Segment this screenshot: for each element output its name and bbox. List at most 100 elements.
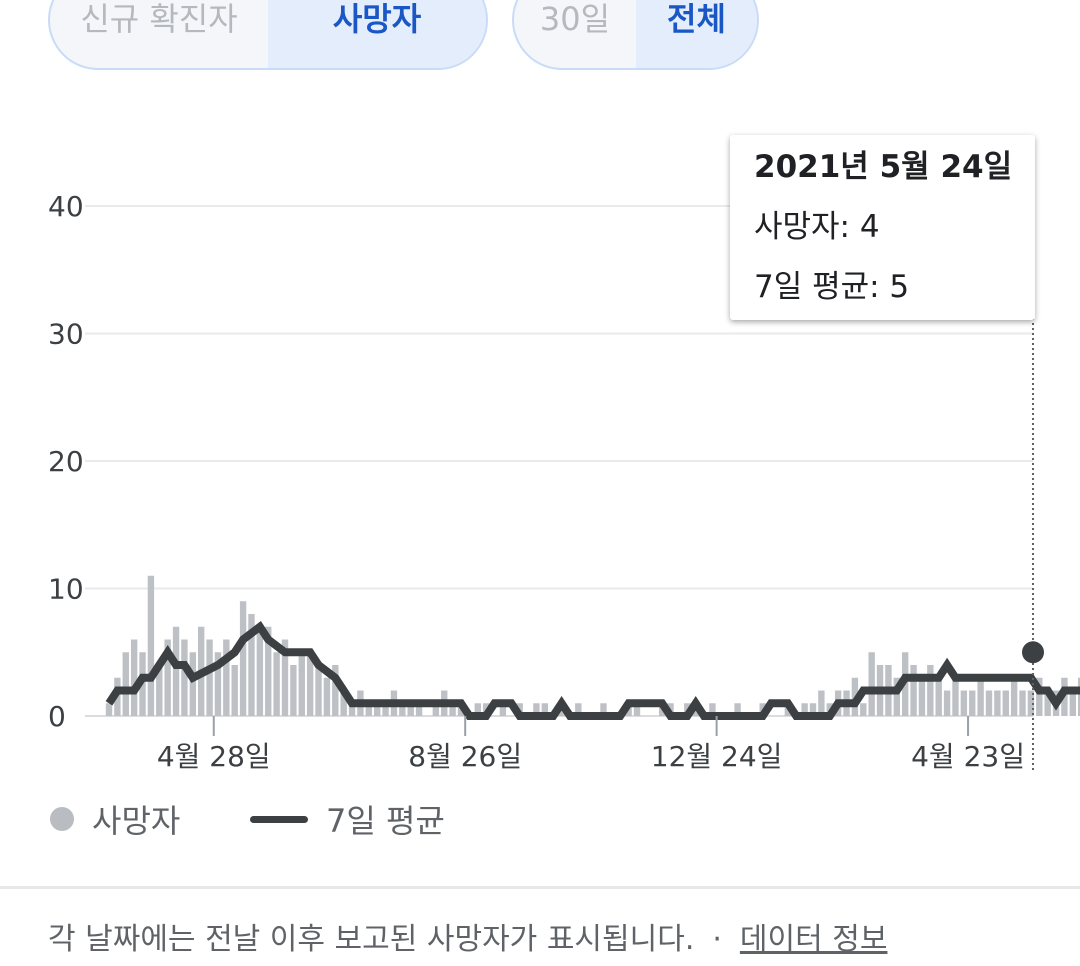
range-30-days-option[interactable]: 30일 xyxy=(539,0,611,38)
legend-deaths-label: 사망자 xyxy=(92,802,181,840)
range-all-option[interactable]: 전체 xyxy=(636,0,757,68)
bar xyxy=(323,677,331,716)
new-cases-option[interactable]: 신규 확진자 xyxy=(80,0,238,38)
bar xyxy=(1078,677,1080,716)
bar xyxy=(432,703,440,716)
bar xyxy=(1044,690,1051,716)
bar xyxy=(952,677,959,716)
bar xyxy=(306,652,314,716)
y-tick-label: 40 xyxy=(48,190,84,223)
bar xyxy=(332,665,339,716)
bar xyxy=(1027,690,1035,716)
y-tick-label: 0 xyxy=(48,700,66,733)
x-axis: 4월 28일 8월 26일 12월 24일 4월 23일 xyxy=(157,716,1025,773)
bar xyxy=(541,703,548,716)
bar xyxy=(189,652,196,716)
tooltip-deaths: 사망자: 4 xyxy=(754,209,880,245)
y-tick-label: 20 xyxy=(48,445,84,478)
bar xyxy=(164,639,171,716)
bar xyxy=(399,703,406,716)
bar xyxy=(734,703,741,716)
bar xyxy=(156,665,163,716)
bar xyxy=(1002,690,1009,716)
y-tick-label: 30 xyxy=(48,318,84,351)
bar xyxy=(918,677,926,716)
bar xyxy=(1036,677,1043,716)
bar xyxy=(348,703,356,716)
legend-average-label: 7일 평균 xyxy=(326,802,445,840)
bar xyxy=(985,690,993,716)
avg-series-line xyxy=(105,621,1080,720)
bar xyxy=(1069,690,1076,716)
bar xyxy=(415,703,423,716)
bar xyxy=(273,652,280,716)
bar xyxy=(474,703,481,716)
bar xyxy=(130,639,138,716)
data-info-link[interactable]: 데이터 정보 xyxy=(739,922,888,957)
bar xyxy=(147,575,155,716)
bar xyxy=(365,703,372,716)
legend-dot-icon xyxy=(50,807,74,831)
bar xyxy=(633,703,641,716)
bar xyxy=(105,703,113,716)
bar xyxy=(181,639,188,716)
bar xyxy=(206,639,213,716)
bar xyxy=(172,626,180,716)
x-tick-label: 12월 24일 xyxy=(651,740,783,773)
bar xyxy=(407,703,414,716)
bar xyxy=(801,703,808,716)
bar xyxy=(600,703,607,716)
bar xyxy=(709,703,716,716)
bar xyxy=(248,614,255,716)
bar xyxy=(893,677,900,716)
bar xyxy=(1010,677,1018,716)
bar xyxy=(818,690,825,716)
bar xyxy=(977,677,984,716)
x-tick-label: 8월 26일 xyxy=(408,740,522,773)
divider xyxy=(0,886,1080,889)
deaths-option[interactable]: 사망자 xyxy=(268,0,486,68)
bar xyxy=(290,665,297,716)
bar xyxy=(910,665,917,716)
bar xyxy=(1019,690,1026,716)
bar xyxy=(281,639,289,716)
bar xyxy=(860,703,867,716)
bars xyxy=(105,575,1080,716)
y-axis-labels: 0 10 20 30 40 xyxy=(48,190,84,733)
x-tick-label: 4월 23일 xyxy=(911,740,1025,773)
tooltip-average: 7일 평균: 5 xyxy=(754,269,910,305)
tooltip-date: 2021년 5월 24일 xyxy=(754,149,1013,185)
bar xyxy=(969,690,976,716)
avg-line xyxy=(105,621,1080,720)
bar xyxy=(374,703,381,716)
bar xyxy=(960,690,968,716)
legend-deaths: 사망자 xyxy=(50,796,180,842)
bar xyxy=(214,652,222,716)
footer-note: 각 날짜에는 전날 이후 보고된 사망자가 표시됩니다. xyxy=(48,922,695,957)
bar xyxy=(223,639,230,716)
hover-marker xyxy=(1022,318,1044,770)
bar xyxy=(499,703,507,716)
bar xyxy=(994,690,1001,716)
bar xyxy=(868,652,875,716)
bar xyxy=(382,703,389,716)
bar xyxy=(231,665,238,716)
x-tick-label: 4월 28일 xyxy=(157,740,271,773)
metric-toggle: 신규 확진자 사망자 xyxy=(48,0,488,70)
bar xyxy=(935,677,942,716)
bar xyxy=(315,665,322,716)
bar xyxy=(122,652,129,716)
bar xyxy=(449,703,456,716)
footer-separator: · xyxy=(712,922,722,957)
bar xyxy=(943,690,951,716)
bar xyxy=(340,690,347,716)
range-toggle: 30일 전체 xyxy=(512,0,759,70)
tooltip: 2021년 5월 24일 사망자: 4 7일 평균: 5 xyxy=(730,135,1035,320)
footer: 각 날짜에는 전날 이후 보고된 사망자가 표시됩니다. · 데이터 정보 xyxy=(48,914,887,958)
bar xyxy=(256,626,264,716)
legend-average: 7일 평균 xyxy=(250,796,445,842)
bar xyxy=(533,703,540,716)
bar xyxy=(927,665,934,716)
deaths-chart[interactable]: 0 10 20 30 40 4월 28일 8월 26일 12월 24일 4월 23일 xyxy=(0,0,1080,790)
bar xyxy=(265,626,272,716)
